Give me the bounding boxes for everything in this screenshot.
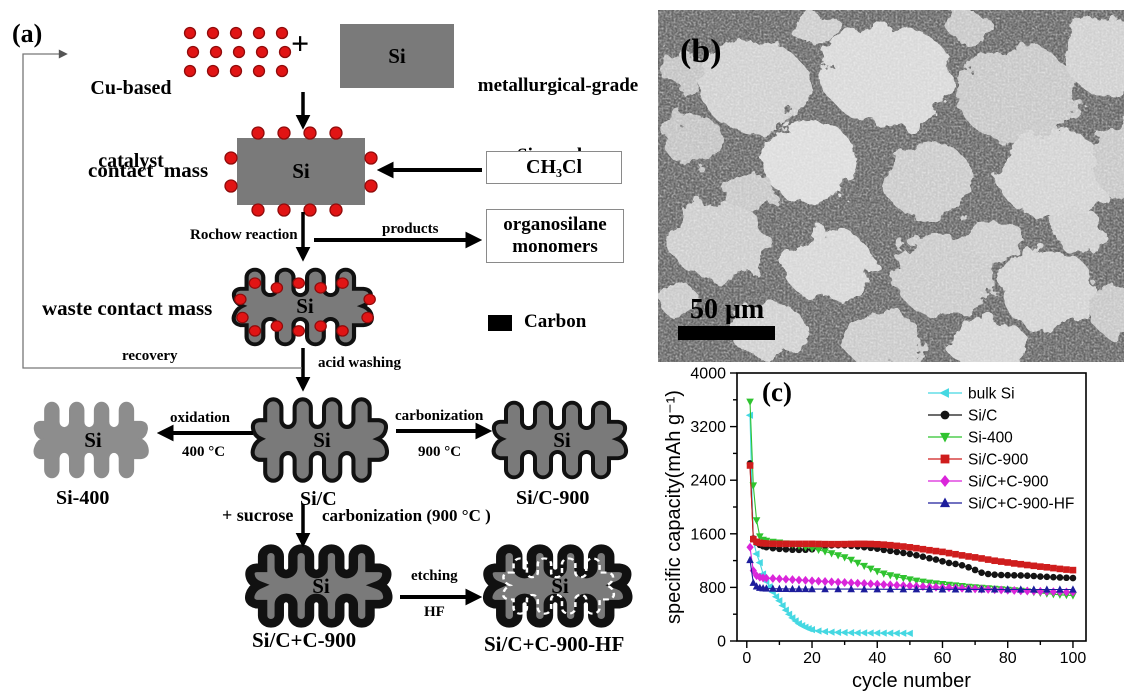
oxidation-temp-label: 400 °C xyxy=(182,444,226,460)
contact-mass-label: contact mass xyxy=(88,158,209,182)
oxidation-label: oxidation xyxy=(170,410,231,426)
y-tick-label: 3200 xyxy=(690,419,726,436)
si-cc-900-label: Si/C+C-900 xyxy=(252,628,357,652)
si-c-si-text: Si xyxy=(313,428,331,452)
y-axis-ticks: 0 800 1600 2400 3200 4000 xyxy=(690,366,737,651)
chart-series-si-c-900 xyxy=(746,462,1077,574)
legend-label: Si/C+C-900 xyxy=(968,474,1049,491)
carbon-legend-label: Carbon xyxy=(524,311,587,332)
legend-item-si-c-c-900: Si/C+C-900 xyxy=(928,474,1049,491)
si-cc-900-hf-si-text: Si xyxy=(551,574,569,598)
cycling-chart: 0 20 40 60 80 100 0 800 1600 2400 3200 4000 cycle nu… xyxy=(663,366,1087,692)
legend-label: Si-400 xyxy=(968,430,1013,447)
x-tick-label: 20 xyxy=(803,650,821,667)
si-powder-text: Si xyxy=(388,44,406,68)
scale-bar-label: 50 μm xyxy=(690,294,764,325)
legend-item-si-c: Si/C xyxy=(928,408,997,425)
recovery-label: recovery xyxy=(122,348,178,364)
carbonization-label: carbonization xyxy=(395,408,484,424)
x-tick-label: 100 xyxy=(1060,650,1087,667)
chart-series-si-c-c-900-hf xyxy=(746,555,1077,593)
ch3cl-text: CH₃Cl xyxy=(526,156,582,178)
x-axis-ticks: 0 20 40 60 80 100 xyxy=(742,641,1086,667)
legend-item-si-c-c-900-hf: Si/C+C-900-HF xyxy=(928,496,1074,513)
y-tick-label: 4000 xyxy=(690,366,726,383)
x-tick-label: 80 xyxy=(999,650,1017,667)
x-axis-title: cycle number xyxy=(852,670,971,692)
legend-item-si-c-900: Si/C-900 xyxy=(928,452,1029,469)
sucrose-label: + sucrose xyxy=(222,505,294,525)
y-tick-label: 2400 xyxy=(690,473,726,490)
legend-label: bulk Si xyxy=(968,386,1015,403)
scale-bar xyxy=(678,326,775,340)
legend-item-si-400: Si-400 xyxy=(928,430,1013,447)
panel-b-label: (b) xyxy=(680,33,722,70)
organosilane-line1: organosilane xyxy=(503,214,607,235)
si-powder-block xyxy=(340,24,454,88)
legend-label: Si/C+C-900-HF xyxy=(968,496,1074,513)
si-c-label: Si/C xyxy=(300,488,337,510)
etching-label: etching xyxy=(411,568,458,584)
sem-grain-overlay xyxy=(658,10,1124,362)
organosilane-line2: monomers xyxy=(512,236,598,257)
si-c-900-si-text: Si xyxy=(553,428,571,452)
cu-catalyst-line1: Cu-based xyxy=(90,76,172,99)
ch3cl-box: CH₃Cl xyxy=(486,151,622,184)
mg-powder-label: metallurgical-grade Si powder xyxy=(458,28,658,213)
legend-label: Si/C xyxy=(968,408,997,425)
carbonization-900-label: carbonization (900 °C ) xyxy=(322,506,491,525)
catalyst-dot-grid xyxy=(183,26,292,78)
carbonization-temp-label: 900 °C xyxy=(418,444,462,460)
legend-label: Si/C-900 xyxy=(968,452,1029,469)
cu-catalyst-label: Cu-based catalyst xyxy=(75,27,187,222)
waste-contact-mass-label: waste contact mass xyxy=(42,296,213,320)
organosilane-box: organosilane monomers xyxy=(486,209,624,263)
chart-legend: bulk Si Si/C Si-400 Si/C-900 Si/C+C-900 Si/C+… xyxy=(928,386,1074,513)
si-cc-900-hf-label: Si/C+C-900-HF xyxy=(484,632,625,656)
x-tick-label: 60 xyxy=(934,650,952,667)
plus-sign: + xyxy=(291,25,310,61)
panel-c-label: (c) xyxy=(762,377,792,407)
y-tick-label: 1600 xyxy=(690,526,726,543)
sem-image: (b) 50 μm xyxy=(658,10,1124,362)
etching-hf-label: HF xyxy=(424,604,445,620)
products-label: products xyxy=(382,221,439,237)
rochow-label: Rochow reaction xyxy=(190,227,298,243)
panel-a-label: (a) xyxy=(12,19,43,48)
y-tick-label: 800 xyxy=(699,580,726,597)
chart-series-bulk-si xyxy=(745,411,913,637)
si-c-900-label: Si/C-900 xyxy=(516,487,590,509)
acid-washing-label: acid washing xyxy=(318,355,401,371)
x-tick-label: 0 xyxy=(742,650,751,667)
mg-powder-line1: metallurgical-grade xyxy=(477,75,639,97)
x-tick-label: 40 xyxy=(868,650,886,667)
waste-si-text: Si xyxy=(296,294,314,318)
y-tick-label: 0 xyxy=(717,634,726,651)
si-400-si-text: Si xyxy=(84,428,102,452)
si-400-label: Si-400 xyxy=(56,487,110,509)
contact-mass-si-text: Si xyxy=(292,159,310,183)
legend-item-bulk-si: bulk Si xyxy=(928,386,1015,403)
y-axis-title: specific capacity(mAh g⁻¹) xyxy=(663,390,685,624)
carbon-legend-swatch xyxy=(488,315,512,331)
si-cc-900-si-text: Si xyxy=(312,574,330,598)
